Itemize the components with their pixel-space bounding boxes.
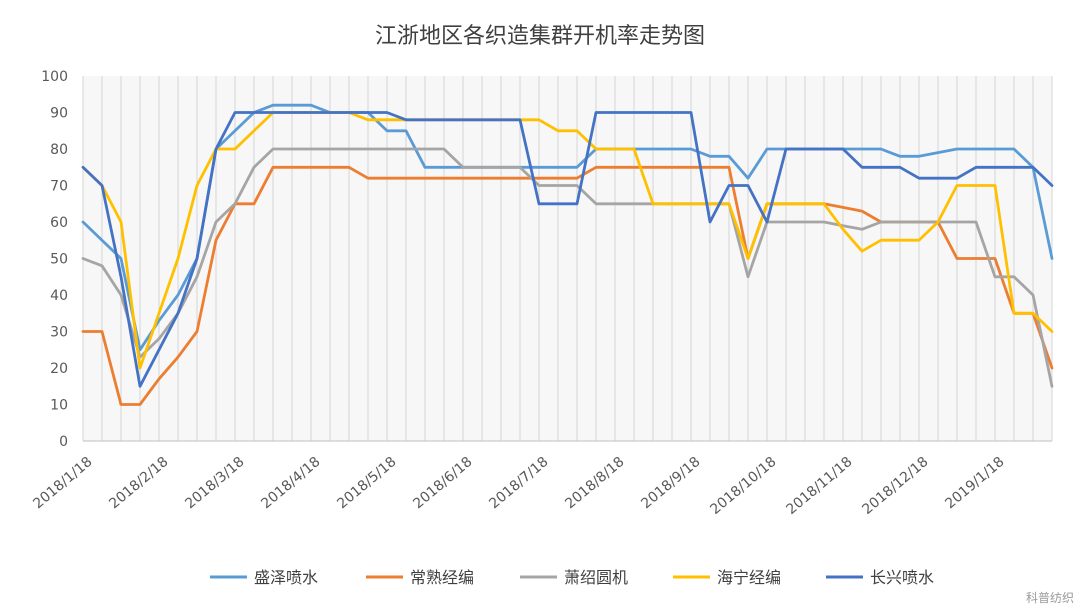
x-axis: 2018/1/18 2018/2/18 2018/3/18 2018/4/18 2018… bbox=[30, 440, 1052, 518]
chart-title: 江浙地区各织造集群开机率走势图 bbox=[375, 24, 705, 49]
y-tick-label: 40 bbox=[50, 288, 68, 304]
y-tick-label: 50 bbox=[50, 252, 68, 268]
legend-label: 盛泽喷水 bbox=[254, 568, 318, 587]
y-tick-label: 30 bbox=[50, 325, 68, 341]
plot-background bbox=[83, 76, 1052, 441]
x-tick-label: 2018/5/18 bbox=[334, 454, 399, 512]
x-tick-label: 2018/12/18 bbox=[859, 454, 931, 518]
x-tick-label: 2018/8/18 bbox=[562, 454, 627, 512]
y-tick-label: 60 bbox=[50, 215, 68, 231]
y-tick-label: 100 bbox=[41, 69, 68, 85]
legend-label: 常熟经编 bbox=[410, 568, 474, 587]
legend-label: 萧绍圆机 bbox=[564, 568, 628, 587]
x-tick-label: 2018/9/18 bbox=[638, 454, 703, 512]
x-tick-label: 2018/11/18 bbox=[783, 454, 855, 518]
series-line bbox=[81, 147, 1054, 388]
x-tick-label: 2018/6/18 bbox=[410, 454, 475, 512]
x-tick-label: 2018/4/18 bbox=[258, 454, 323, 512]
x-tick-label: 2018/2/18 bbox=[106, 454, 171, 512]
x-tick-label: 2018/10/18 bbox=[707, 454, 779, 518]
plot-area bbox=[83, 76, 1052, 441]
legend-label: 长兴喷水 bbox=[870, 568, 934, 587]
y-tick-label: 80 bbox=[50, 142, 68, 158]
legend-label: 海宁经编 bbox=[717, 568, 781, 587]
series-layer bbox=[81, 103, 1054, 406]
watermark: 科普纺织 bbox=[1025, 591, 1074, 605]
gridlines bbox=[82, 76, 1053, 441]
y-tick-label: 0 bbox=[59, 434, 68, 450]
series-line bbox=[81, 111, 1054, 370]
x-tick-label: 2018/1/18 bbox=[30, 454, 95, 512]
y-axis: 0 10 20 30 40 50 60 70 80 90 100 bbox=[41, 69, 68, 450]
y-tick-label: 90 bbox=[50, 106, 68, 122]
y-tick-label: 70 bbox=[50, 179, 68, 195]
y-tick-label: 10 bbox=[50, 398, 68, 414]
y-tick-label: 20 bbox=[50, 361, 68, 377]
series-line bbox=[81, 111, 1054, 388]
x-tick-label: 2018/3/18 bbox=[182, 454, 247, 512]
legend: 盛泽喷水 常熟经编 萧绍圆机 海宁经编 长兴喷水 bbox=[210, 568, 934, 587]
x-tick-label: 2018/7/18 bbox=[486, 454, 551, 512]
x-tick-label: 2019/1/18 bbox=[942, 454, 1007, 512]
series-line bbox=[81, 103, 1054, 352]
